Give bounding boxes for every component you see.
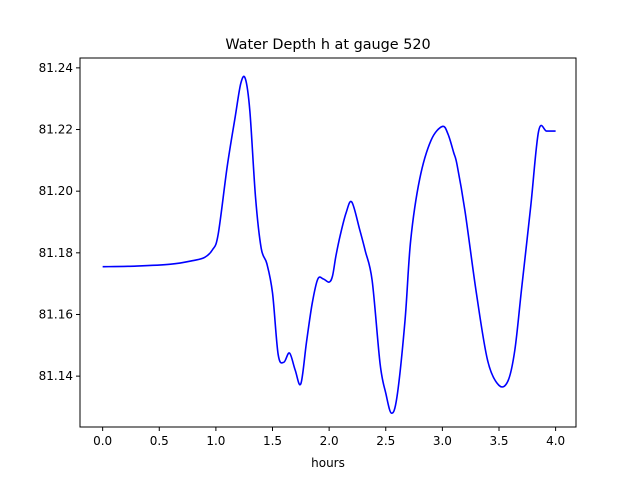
plot-area [102, 75, 556, 414]
y-tick-label: 81.16 [39, 307, 73, 321]
y-tick-label: 81.22 [39, 123, 73, 137]
x-tick-label: 1.5 [263, 434, 282, 448]
y-axis: 81.14 81.16 81.18 81.20 81.22 81.24 [39, 61, 80, 383]
x-tick-label: 2.0 [320, 434, 339, 448]
x-tick-label: 0.5 [150, 434, 169, 448]
x-tick-label: 3.5 [489, 434, 508, 448]
series-line-0 [102, 75, 556, 414]
x-tick-label: 4.0 [546, 434, 565, 448]
x-tick-label: 1.0 [206, 434, 225, 448]
y-tick-label: 81.20 [39, 184, 73, 198]
y-tick-label: 81.24 [39, 61, 73, 75]
y-tick-label: 81.18 [39, 246, 73, 260]
x-tick-label: 0.0 [93, 434, 112, 448]
y-tick-label: 81.14 [39, 369, 73, 383]
chart-title: Water Depth h at gauge 520 [225, 37, 430, 53]
x-tick-label: 3.0 [433, 434, 452, 448]
x-axis: 0.0 0.5 1.0 1.5 2.0 2.5 3.0 3.5 4.0 [93, 427, 565, 448]
plot-frame [79, 57, 577, 428]
x-tick-label: 2.5 [376, 434, 395, 448]
x-axis-label: hours [311, 456, 345, 470]
